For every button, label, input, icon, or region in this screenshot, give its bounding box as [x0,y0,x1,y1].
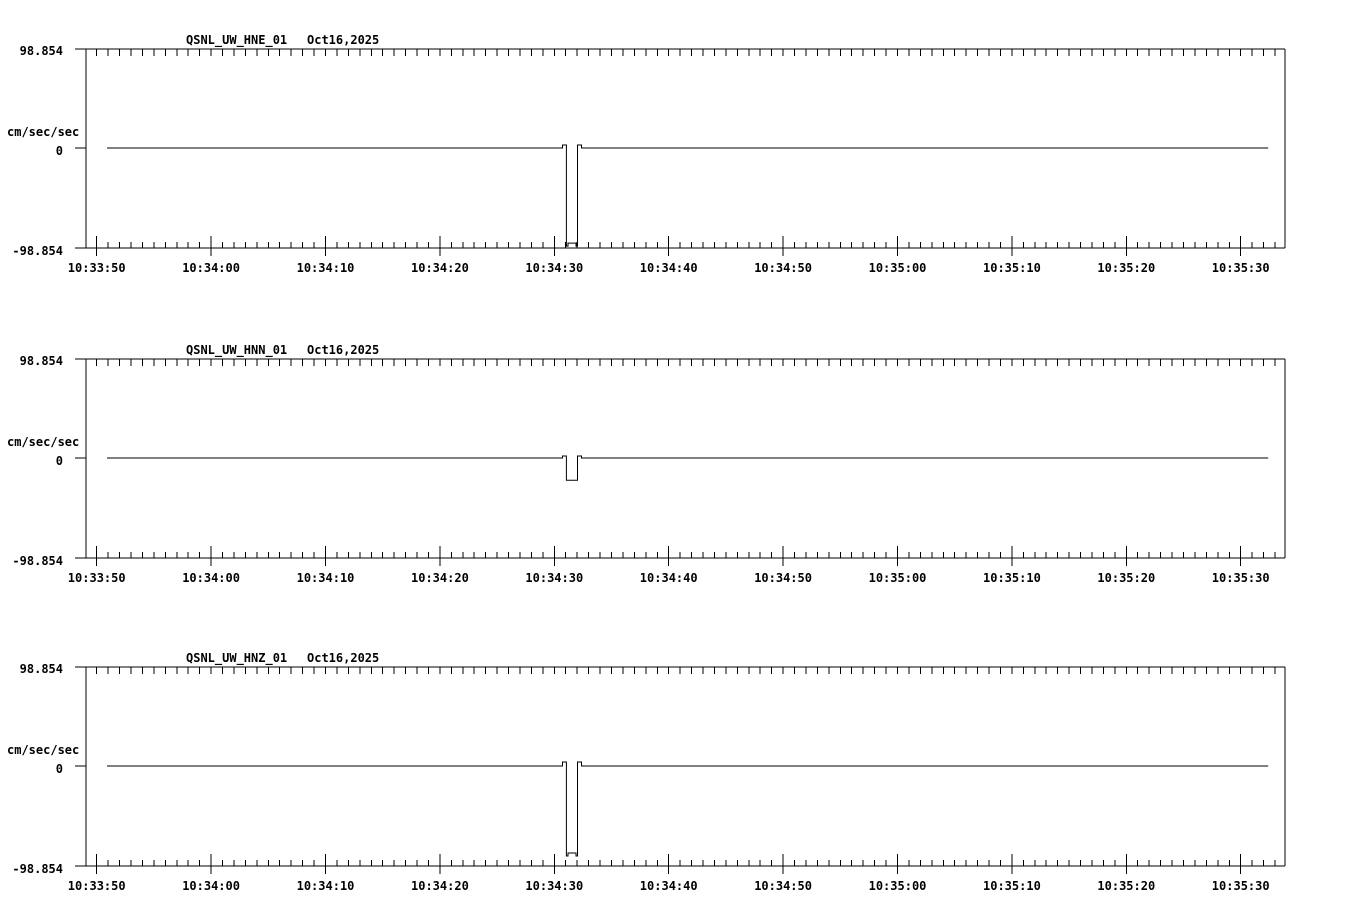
x-axis-tick-label: 10:33:50 [68,879,126,893]
x-axis-tick-label: 10:34:20 [411,879,469,893]
y-tick-label-min: -98.854 [12,554,63,568]
x-axis-tick-label: 10:33:50 [68,571,126,585]
panel-title-station: QSNL_UW_HNE_01 [186,33,288,47]
x-axis-tick-label: 10:35:10 [983,261,1041,275]
x-axis-tick-label: 10:35:20 [1097,571,1155,585]
y-axis-unit-label: cm/sec/sec [7,743,80,757]
x-axis-tick-label: 10:34:50 [754,879,812,893]
x-axis-tick-label: 10:35:30 [1212,879,1270,893]
seismogram-panel-hne: 10:33:50 10:34:00 10:34:10 10:34:20 10:34:30… [0,0,1358,308]
x-axis-tick-label: 10:35:10 [983,571,1041,585]
y-tick-label-max: 98.854 [19,354,63,368]
y-tick-label-zero: 0 [55,762,63,776]
waveform-plot-hne: 10:33:50 10:34:00 10:34:10 10:34:20 10:34:30… [68,48,1286,275]
x-axis-tick-label: 10:34:10 [297,571,355,585]
x-axis-tick-label: 10:35:00 [869,571,927,585]
y-tick-label-min: -98.854 [12,244,63,258]
x-axis-tick-label: 10:34:10 [297,879,355,893]
x-axis-tick-label: 10:34:00 [182,879,240,893]
y-tick-label-max: 98.854 [19,662,63,676]
x-axis-tick-label: 10:34:00 [182,261,240,275]
panel-title-station: QSNL_UW_HNN_01 [186,343,288,357]
panel-title-date: Oct16,2025 [307,343,380,357]
y-tick-label-zero: 0 [55,144,63,158]
waveform-plot-hnn: 10:33:50 10:34:00 10:34:10 10:34:20 10:34:30… [68,358,1286,585]
seismogram-panel-hnn: 10:33:50 10:34:00 10:34:10 10:34:20 10:34:30… [0,310,1358,618]
x-axis-tick-label: 10:35:10 [983,879,1041,893]
x-axis-tick-label: 10:35:00 [869,261,927,275]
waveform-trace [107,455,1269,481]
y-axis-unit-label: cm/sec/sec [7,435,80,449]
seismogram-panel-hnz: 10:33:50 10:34:00 10:34:10 10:34:20 10:34:30… [0,618,1358,924]
x-axis-tick-label: 10:35:20 [1097,261,1155,275]
y-tick-label-min: -98.854 [12,862,63,876]
y-axis-unit-label: cm/sec/sec [7,125,80,139]
y-tick-label-max: 98.854 [19,44,63,58]
x-axis-tick-label: 10:34:30 [525,261,583,275]
x-axis-tick-label: 10:35:00 [869,879,927,893]
x-axis-tick-label: 10:35:20 [1097,879,1155,893]
x-axis-tick-label: 10:35:30 [1212,261,1270,275]
x-axis-tick-label: 10:34:10 [297,261,355,275]
x-axis-tick-label: 10:34:30 [525,879,583,893]
y-tick-label-zero: 0 [55,454,63,468]
x-axis-tick-label: 10:33:50 [68,261,126,275]
x-axis-tick-label: 10:34:50 [754,261,812,275]
x-axis-tick-label: 10:34:50 [754,571,812,585]
panel-title-date: Oct16,2025 [307,33,380,47]
x-axis-tick-label: 10:35:30 [1212,571,1270,585]
x-axis-tick-label: 10:34:40 [640,261,698,275]
x-axis-tick-label: 10:34:20 [411,261,469,275]
x-axis-tick-label: 10:34:20 [411,571,469,585]
waveform-trace [107,144,1269,247]
x-axis-tick-label: 10:34:40 [640,879,698,893]
x-axis-tick-label: 10:34:30 [525,571,583,585]
waveform-trace [107,761,1269,857]
x-axis-tick-label: 10:34:40 [640,571,698,585]
waveform-plot-hnz: 10:33:50 10:34:00 10:34:10 10:34:20 10:34:30… [68,666,1286,893]
panel-title-date: Oct16,2025 [307,651,380,665]
panel-title-station: QSNL_UW_HNZ_01 [186,651,288,665]
x-axis-tick-label: 10:34:00 [182,571,240,585]
